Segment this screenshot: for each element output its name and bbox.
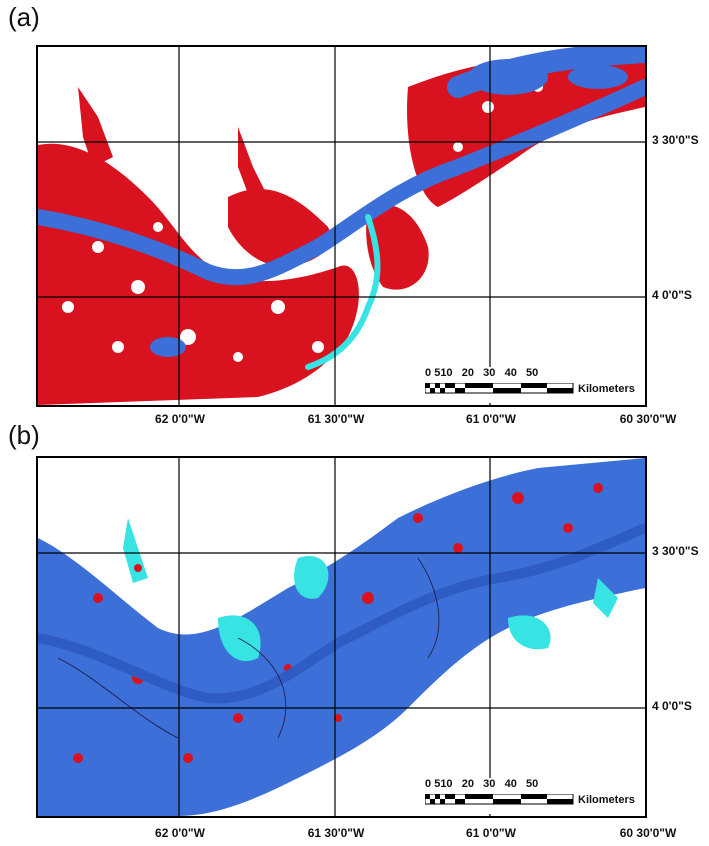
panel-a-lat-label-1: 3 30'0"S xyxy=(652,133,699,147)
panel-b-lat-label-2: 4 0'0"S xyxy=(652,699,692,713)
panel-b-scale-bar: 0 510 20 30 40 50 Kilometers xyxy=(423,778,643,814)
panel-a-lat-label-2: 4 0'0"S xyxy=(652,288,692,302)
panel-b-dark-texture xyxy=(57,557,440,739)
panel-b-map: 0 510 20 30 40 50 Kilometers xyxy=(36,456,647,818)
panel-a-scale-numbers: 0 510 20 30 40 50 xyxy=(425,367,539,379)
panel-a-scale-unit: Kilometers xyxy=(578,383,635,395)
panel-b-label: (b) xyxy=(8,420,40,450)
panel-b-lon-label-4: 60 30'0"W xyxy=(619,826,677,840)
panel-b-red-speckle xyxy=(73,483,603,763)
panel-a-speckle xyxy=(62,82,543,362)
panel-a-lon-label-4: 60 30'0"W xyxy=(619,412,677,426)
panel-a-lakes xyxy=(150,59,628,357)
panel-a-lon-label-1: 62 0'0"W xyxy=(155,412,205,426)
panel-b-map-canvas xyxy=(38,458,645,816)
panel-a-graticule xyxy=(38,47,645,405)
panel-b-scale-numbers: 0 510 20 30 40 50 xyxy=(425,778,539,790)
panel-a-map-canvas xyxy=(38,47,645,405)
panel-b-lon-label-3: 61 0'0"W xyxy=(466,826,516,840)
panel-a-label: (a) xyxy=(8,2,40,32)
panel-a-scale-bar: 0 510 20 30 40 50 Kilometers xyxy=(423,367,643,403)
panel-b-lon-label-2: 61 30'0"W xyxy=(307,826,365,840)
panel-a-map: 0 510 20 30 40 50 Kilometers xyxy=(36,45,647,407)
panel-b-cyan-patches xyxy=(123,518,618,662)
panel-a-lon-label-2: 61 30'0"W xyxy=(307,412,365,426)
panel-b-scale-unit: Kilometers xyxy=(578,794,635,806)
panel-b-scale-ticks xyxy=(425,794,574,805)
panel-b-main-channel xyxy=(38,523,645,704)
panel-a-lon-label-3: 61 0'0"W xyxy=(466,412,516,426)
panel-a-scale-ticks xyxy=(425,383,574,394)
panel-b-lat-label-1: 3 30'0"S xyxy=(652,544,699,558)
panel-b-graticule xyxy=(38,458,645,816)
panel-b-lon-label-1: 62 0'0"W xyxy=(155,826,205,840)
